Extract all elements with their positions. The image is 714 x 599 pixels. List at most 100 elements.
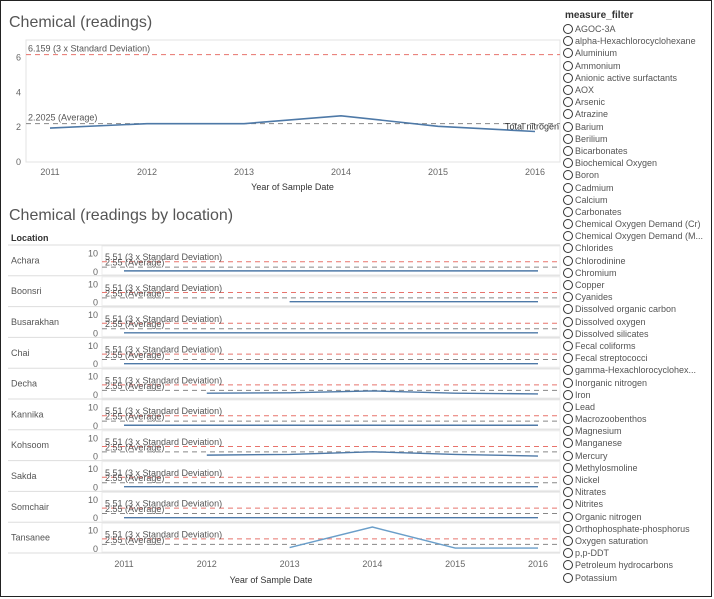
radio-button[interactable] — [563, 194, 573, 205]
radio-button[interactable] — [563, 438, 573, 449]
radio-button[interactable] — [563, 182, 573, 193]
radio-button[interactable] — [563, 487, 573, 498]
measure-option[interactable]: Dissolved silicates — [563, 328, 713, 340]
radio-button[interactable] — [563, 133, 573, 144]
measure-option-label: Cadmium — [575, 182, 614, 193]
radio-button[interactable] — [563, 499, 573, 510]
measure-option[interactable]: Carbonates — [563, 206, 713, 218]
radio-button[interactable] — [563, 389, 573, 400]
radio-button[interactable] — [563, 231, 573, 242]
radio-button[interactable] — [563, 145, 573, 156]
radio-button[interactable] — [563, 365, 573, 376]
radio-button[interactable] — [563, 340, 573, 351]
measure-option[interactable]: Fecal coliforms — [563, 340, 713, 352]
measure-option[interactable]: Orthophosphate-phosphorus — [563, 523, 713, 535]
radio-button[interactable] — [563, 535, 573, 546]
measure-option[interactable]: Aluminium — [563, 47, 713, 59]
measure-option[interactable]: Oxygen saturation — [563, 535, 713, 547]
measure-option[interactable]: Calcium — [563, 194, 713, 206]
measure-option[interactable]: Boron — [563, 169, 713, 181]
radio-button[interactable] — [563, 450, 573, 461]
radio-button[interactable] — [563, 304, 573, 315]
radio-button[interactable] — [563, 292, 573, 303]
measure-option[interactable]: Nitrates — [563, 486, 713, 498]
measure-option[interactable]: AGOC-3A — [563, 23, 713, 35]
radio-button[interactable] — [563, 316, 573, 327]
measure-option[interactable]: Nitrites — [563, 498, 713, 510]
measure-option-label: Nitrites — [575, 499, 604, 510]
measure-option[interactable]: Biochemical Oxygen — [563, 157, 713, 169]
radio-button[interactable] — [563, 36, 573, 47]
measure-option[interactable]: Chemical Oxygen Demand (Cr) — [563, 218, 713, 230]
radio-button[interactable] — [563, 206, 573, 217]
radio-button[interactable] — [563, 60, 573, 71]
top-line-chart[interactable]: 0 2 4 6 6.159 (3 x Standard Deviation) 2.2025… — [0, 36, 562, 198]
radio-button[interactable] — [563, 414, 573, 425]
measure-option[interactable]: AOX — [563, 84, 713, 96]
measure-option[interactable]: alpha-Hexachlorocyclohexane — [563, 35, 713, 47]
radio-button[interactable] — [563, 560, 573, 571]
radio-button[interactable] — [563, 548, 573, 559]
radio-button[interactable] — [563, 219, 573, 230]
measure-option[interactable]: Organic nitrogen — [563, 511, 713, 523]
measure-option[interactable]: Anionic active surfactants — [563, 72, 713, 84]
measure-option[interactable]: Barium — [563, 121, 713, 133]
radio-button[interactable] — [563, 121, 573, 132]
measure-option[interactable]: Fecal streptococci — [563, 352, 713, 364]
measure-option[interactable]: Dissolved organic carbon — [563, 303, 713, 315]
measure-option[interactable]: Inorganic nitrogen — [563, 376, 713, 388]
measure-option[interactable]: Cadmium — [563, 181, 713, 193]
measure-option[interactable]: Petroleum hydrocarbons — [563, 559, 713, 571]
measure-option[interactable]: Nickel — [563, 474, 713, 486]
measure-option[interactable]: Copper — [563, 279, 713, 291]
radio-button[interactable] — [563, 158, 573, 169]
radio-button[interactable] — [563, 243, 573, 254]
measure-option[interactable]: Iron — [563, 389, 713, 401]
measure-option[interactable]: p,p-DDT — [563, 547, 713, 559]
measure-option[interactable]: Atrazine — [563, 108, 713, 120]
std-deviation-label: 5.51 (3 x Standard Deviation) — [105, 437, 222, 447]
measure-option[interactable]: Ammonium — [563, 60, 713, 72]
measure-option[interactable]: Cyanides — [563, 291, 713, 303]
radio-button[interactable] — [563, 462, 573, 473]
radio-button[interactable] — [563, 328, 573, 339]
radio-button[interactable] — [563, 523, 573, 534]
radio-button[interactable] — [563, 280, 573, 291]
radio-button[interactable] — [563, 267, 573, 278]
measure-option[interactable]: Mercury — [563, 450, 713, 462]
measure-option-label: Dissolved silicates — [575, 328, 649, 339]
radio-button[interactable] — [563, 24, 573, 35]
radio-button[interactable] — [563, 401, 573, 412]
radio-button[interactable] — [563, 97, 573, 108]
radio-button[interactable] — [563, 475, 573, 486]
radio-button[interactable] — [563, 511, 573, 522]
measure-option[interactable]: Chlorides — [563, 242, 713, 254]
radio-button[interactable] — [563, 170, 573, 181]
measure-option[interactable]: Macrozoobenthos — [563, 413, 713, 425]
radio-button[interactable] — [563, 72, 573, 83]
measure-option[interactable]: Manganese — [563, 437, 713, 449]
measure-option[interactable]: Bicarbonates — [563, 145, 713, 157]
location-label: Decha — [11, 379, 37, 389]
measure-option[interactable]: gamma-Hexachlorocyclohex... — [563, 364, 713, 376]
measure-option-label: Fecal streptococci — [575, 353, 648, 364]
radio-button[interactable] — [563, 48, 573, 59]
measure-option[interactable]: Chromium — [563, 267, 713, 279]
measure-option[interactable]: Potassium — [563, 571, 713, 583]
measure-option[interactable]: Chlorodinine — [563, 255, 713, 267]
measure-option[interactable]: Arsenic — [563, 96, 713, 108]
radio-button[interactable] — [563, 85, 573, 96]
measure-option[interactable]: Magnesium — [563, 425, 713, 437]
radio-button[interactable] — [563, 572, 573, 583]
radio-button[interactable] — [563, 109, 573, 120]
radio-button[interactable] — [563, 377, 573, 388]
radio-button[interactable] — [563, 426, 573, 437]
measure-option[interactable]: Chemical Oxygen Demand (M... — [563, 230, 713, 242]
measure-option[interactable]: Methylosmoline — [563, 462, 713, 474]
measure-option[interactable]: Dissolved oxygen — [563, 316, 713, 328]
radio-button[interactable] — [563, 353, 573, 364]
measure-option[interactable]: Lead — [563, 401, 713, 413]
radio-button[interactable] — [563, 255, 573, 266]
measure-option[interactable]: Berilium — [563, 133, 713, 145]
